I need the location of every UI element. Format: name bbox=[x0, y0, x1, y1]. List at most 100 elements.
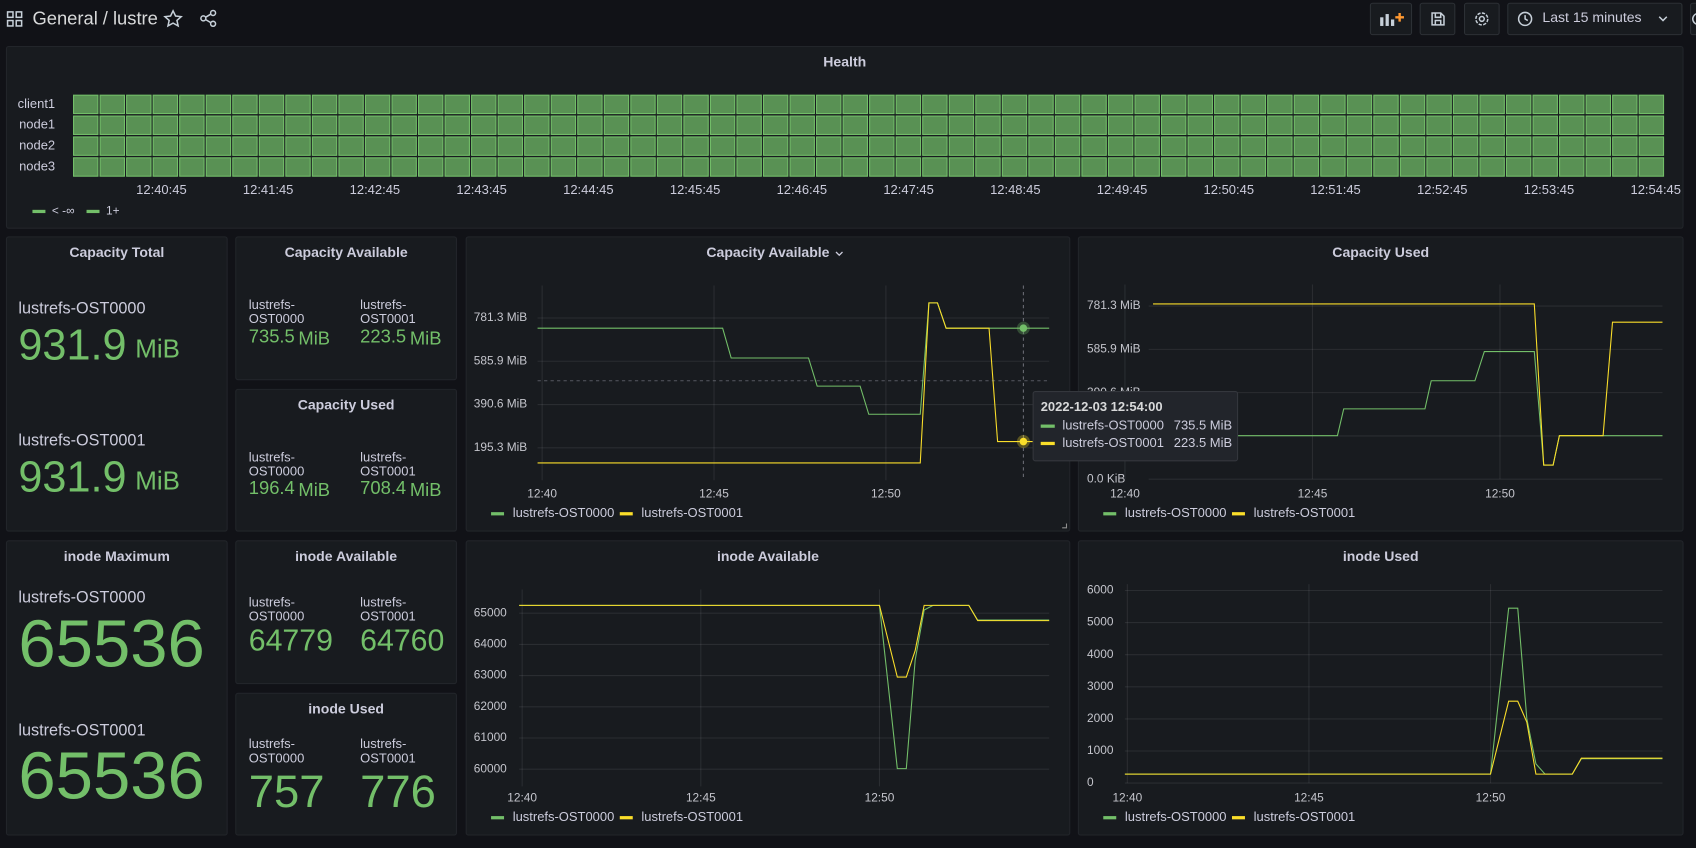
save-button[interactable] bbox=[1419, 2, 1456, 36]
status-cell bbox=[1160, 115, 1187, 135]
y-tick-label: 61000 bbox=[474, 730, 507, 744]
x-tick-label: 12:45 bbox=[699, 486, 729, 500]
status-cell bbox=[311, 115, 338, 135]
status-cell bbox=[895, 136, 922, 156]
legend-swatch bbox=[32, 209, 46, 214]
stat-value: 64760 bbox=[360, 624, 444, 657]
status-cell bbox=[1028, 115, 1054, 135]
status-cell bbox=[1081, 115, 1107, 135]
status-cell bbox=[1532, 94, 1558, 115]
panel bbox=[5, 540, 228, 836]
status-cell bbox=[1267, 94, 1293, 115]
status-cell bbox=[179, 157, 205, 177]
status-cell bbox=[656, 115, 683, 135]
status-cell bbox=[1426, 115, 1452, 135]
status-cell bbox=[1373, 136, 1399, 156]
panel-title: Capacity Available bbox=[706, 244, 829, 260]
status-cell bbox=[338, 94, 364, 115]
status-cell bbox=[179, 115, 205, 135]
y-tick-label: 781.3 MiB bbox=[474, 310, 528, 324]
status-cell bbox=[1293, 94, 1320, 115]
status-cell bbox=[444, 157, 470, 177]
status-cell bbox=[816, 115, 842, 135]
status-cell bbox=[1399, 157, 1426, 177]
status-cell bbox=[736, 157, 762, 177]
x-tick-label: 12:40:45 bbox=[136, 182, 186, 197]
add-panel-button[interactable] bbox=[1369, 2, 1413, 36]
status-cell bbox=[232, 115, 258, 135]
legend-label: lustrefs-OST0000 bbox=[1125, 505, 1227, 520]
status-cell bbox=[1479, 94, 1505, 115]
y-tick-label: 195.3 MiB bbox=[474, 440, 528, 454]
status-cell bbox=[1187, 115, 1213, 135]
status-cell bbox=[869, 157, 895, 177]
status-cell bbox=[1452, 136, 1479, 156]
status-cell bbox=[1081, 157, 1107, 177]
status-cell bbox=[709, 94, 736, 115]
status-cell bbox=[152, 157, 179, 177]
status-cell bbox=[683, 94, 709, 115]
status-cell bbox=[1320, 115, 1346, 135]
status-cell bbox=[709, 157, 736, 177]
status-cell bbox=[816, 94, 842, 115]
x-tick-label: 12:40 bbox=[507, 790, 537, 804]
title-menu-icon bbox=[835, 251, 843, 257]
status-cell bbox=[1081, 94, 1107, 115]
status-cell bbox=[524, 136, 550, 156]
status-cell bbox=[471, 94, 497, 115]
status-cell bbox=[1107, 115, 1134, 135]
time-range-button[interactable] bbox=[1507, 2, 1683, 36]
status-cell bbox=[364, 94, 391, 115]
status-cell bbox=[391, 94, 417, 115]
status-cell bbox=[842, 115, 869, 135]
x-tick-label: 12:51:45 bbox=[1310, 182, 1360, 197]
status-cell bbox=[736, 94, 762, 115]
status-cell bbox=[975, 115, 1001, 135]
zoom-button[interactable] bbox=[1690, 2, 1696, 36]
status-cell bbox=[126, 94, 152, 115]
status-cell bbox=[683, 136, 709, 156]
dashboard-icon[interactable] bbox=[6, 11, 23, 27]
x-tick-label: 12:47:45 bbox=[883, 182, 933, 197]
panel bbox=[5, 236, 228, 532]
status-cell bbox=[524, 115, 550, 135]
y-tick-label: 3000 bbox=[1087, 679, 1114, 693]
y-tick-label: 63000 bbox=[474, 668, 507, 682]
status-cell bbox=[948, 115, 975, 135]
breadcrumb-title[interactable]: / lustre bbox=[103, 7, 158, 28]
status-cell bbox=[948, 136, 975, 156]
status-cell bbox=[1107, 136, 1134, 156]
status-cell bbox=[205, 136, 232, 156]
y-tick-label: 390.6 MiB bbox=[474, 397, 528, 411]
status-cell bbox=[444, 94, 470, 115]
status-cell bbox=[1028, 136, 1054, 156]
star-icon[interactable] bbox=[163, 9, 183, 28]
status-cell bbox=[126, 157, 152, 177]
status-cell bbox=[126, 115, 152, 135]
status-cell bbox=[975, 136, 1001, 156]
hover-point bbox=[1019, 324, 1028, 332]
time-range[interactable]: Last 15 minutes bbox=[1542, 9, 1641, 25]
stat-value: 708.4 bbox=[360, 477, 406, 498]
status-cell bbox=[1638, 136, 1665, 156]
stat-name-line: lustrefs- bbox=[249, 450, 295, 465]
panel-title: Capacity Total bbox=[69, 244, 164, 260]
status-cell bbox=[73, 136, 99, 156]
status-cell bbox=[603, 94, 630, 115]
breadcrumb-folder[interactable]: General bbox=[32, 7, 97, 28]
stat-name-line: OST0001 bbox=[360, 464, 416, 479]
tooltip-series: lustrefs-OST0000 bbox=[1062, 418, 1164, 433]
stat-name-line: lustrefs- bbox=[360, 298, 406, 313]
y-tick-label: 64000 bbox=[474, 637, 507, 651]
status-cell bbox=[975, 94, 1001, 115]
y-tick-label: 2000 bbox=[1087, 711, 1114, 725]
stat-unit: MiB bbox=[298, 479, 330, 500]
settings-button[interactable] bbox=[1463, 2, 1500, 36]
status-cell bbox=[603, 136, 630, 156]
status-cell bbox=[630, 157, 656, 177]
share-icon[interactable] bbox=[200, 9, 217, 28]
status-cell bbox=[630, 136, 656, 156]
status-cell bbox=[1240, 157, 1267, 177]
status-cell bbox=[789, 115, 815, 135]
x-tick-label: 12:50 bbox=[865, 790, 895, 804]
